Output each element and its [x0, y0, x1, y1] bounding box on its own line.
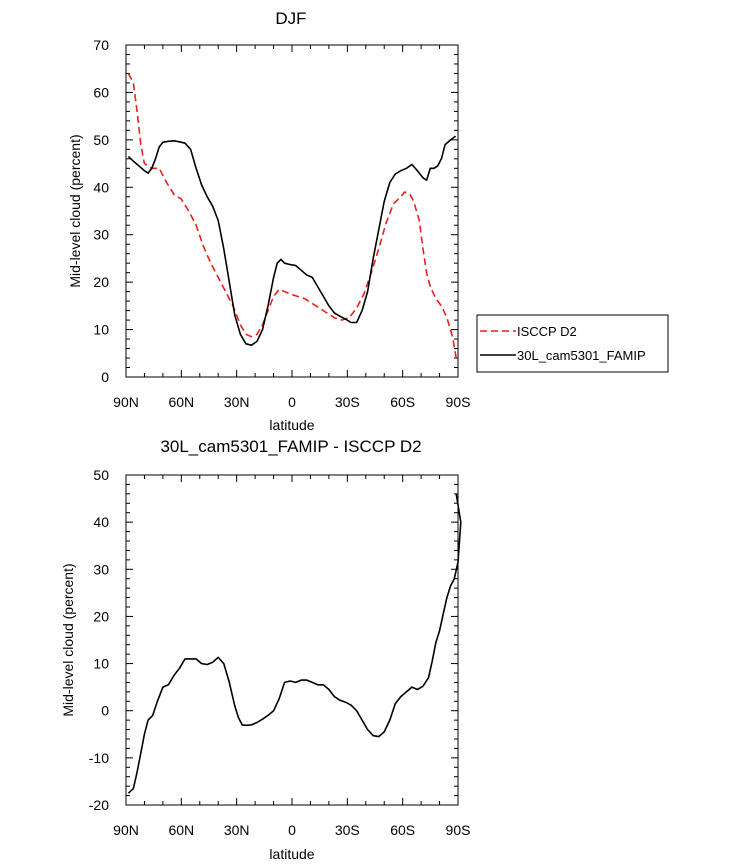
- bottom-y-tick-label: 30: [93, 561, 109, 577]
- bottom-y-tick-label: 0: [101, 703, 109, 719]
- top-y-tick-label: 10: [93, 322, 109, 338]
- bottom-x-tick-label: 60N: [168, 822, 194, 838]
- top-x-tick-label: 60N: [168, 394, 194, 410]
- bottom-x-tick-label: 0: [288, 822, 296, 838]
- top-y-axis-label: Mid-level cloud (percent): [67, 134, 83, 287]
- top-legend: ISCCP D2 30L_cam5301_FAMIP: [476, 314, 669, 373]
- bottom-y-tick-label: 40: [93, 514, 109, 530]
- legend-label-isccp: ISCCP D2: [517, 324, 577, 339]
- top-x-tick-label: 90S: [446, 394, 471, 410]
- legend-box: [476, 314, 669, 373]
- top-x-tick-label: 60S: [390, 394, 415, 410]
- legend-label-model: 30L_cam5301_FAMIP: [517, 348, 646, 363]
- top-x-tick-label: 0: [288, 394, 296, 410]
- bottom-y-tick-label: -10: [89, 750, 109, 766]
- top-x-axis-label: latitude: [269, 417, 314, 433]
- top-plot-area: [125, 44, 459, 378]
- top-y-tick-label: 70: [93, 37, 109, 53]
- top-y-tick-label: 20: [93, 274, 109, 290]
- bottom-lines: [127, 493, 462, 794]
- bottom-plot-frame: [125, 474, 459, 806]
- bottom-x-tick-label: 30S: [335, 822, 360, 838]
- bottom-plot-area: [125, 474, 462, 806]
- bottom-tick-labels: 90N 60N 30N 0 30S 60S 90S -20 -10 0 10 20 30 40 50: [89, 467, 471, 838]
- top-y-tick-label: 40: [93, 179, 109, 195]
- top-lines: [127, 73, 457, 359]
- bottom-series-line-0: [127, 493, 462, 794]
- top-y-tick-label: 60: [93, 84, 109, 100]
- top-chart: DJF 90N 60N 30N 0 30S 60S 90S 0 10 20 30 40 50 60 70 l…: [67, 9, 669, 433]
- top-ticks: [125, 44, 459, 378]
- bottom-y-axis-label: Mid-level cloud (percent): [60, 563, 76, 716]
- top-plot-frame: [125, 44, 459, 378]
- bottom-x-tick-label: 90N: [113, 822, 139, 838]
- bottom-chart: 30L_cam5301_FAMIP - ISCCP D2 90N 60N 30N 0 3…: [60, 437, 470, 862]
- bottom-ticks: [125, 474, 459, 806]
- bottom-x-tick-label: 60S: [390, 822, 415, 838]
- top-y-tick-label: 0: [101, 369, 109, 385]
- top-y-tick-label: 30: [93, 227, 109, 243]
- top-series-line-0: [127, 73, 457, 359]
- top-x-tick-label: 30N: [224, 394, 250, 410]
- top-tick-labels: 90N 60N 30N 0 30S 60S 90S 0 10 20 30 40 50 60 70: [93, 37, 470, 410]
- top-x-tick-label: 90N: [113, 394, 139, 410]
- bottom-x-tick-label: 30N: [224, 822, 250, 838]
- top-x-tick-label: 30S: [335, 394, 360, 410]
- bottom-y-tick-label: 20: [93, 608, 109, 624]
- bottom-y-tick-label: -20: [89, 797, 109, 813]
- bottom-y-tick-label: 10: [93, 656, 109, 672]
- top-chart-title: DJF: [275, 9, 306, 28]
- top-y-tick-label: 50: [93, 132, 109, 148]
- bottom-x-tick-label: 90S: [446, 822, 471, 838]
- top-series-line-1: [127, 135, 457, 347]
- bottom-chart-title: 30L_cam5301_FAMIP - ISCCP D2: [160, 437, 421, 456]
- bottom-x-axis-label: latitude: [269, 846, 314, 862]
- bottom-y-tick-label: 50: [93, 467, 109, 483]
